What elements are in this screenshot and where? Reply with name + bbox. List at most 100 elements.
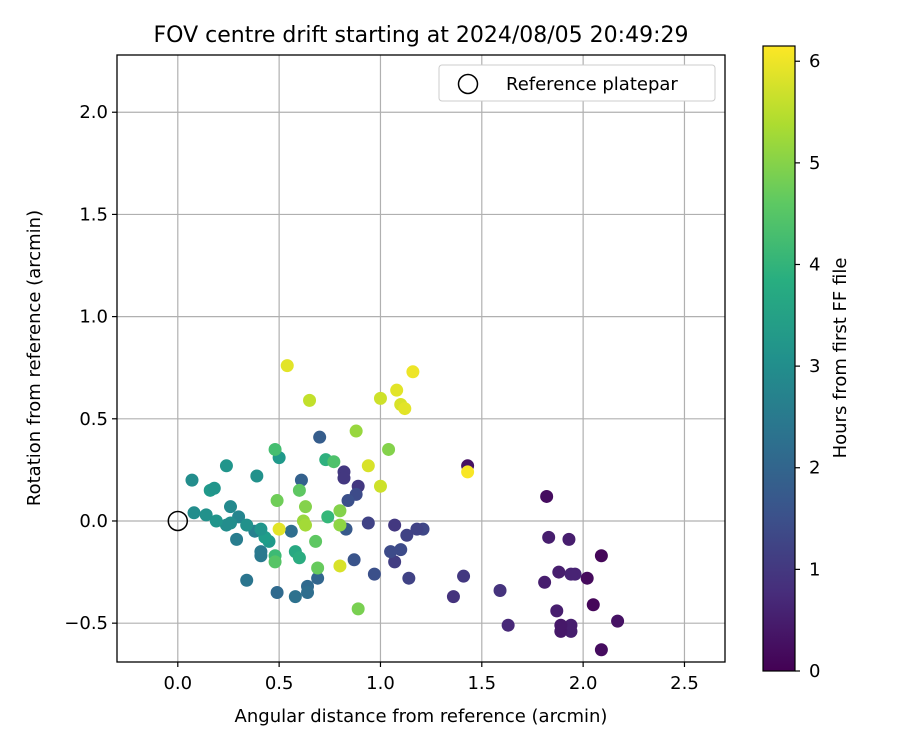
data-point — [564, 567, 578, 581]
data-point — [538, 575, 552, 589]
data-point — [270, 586, 284, 600]
y-tick-label: 2.0 — [79, 102, 108, 123]
data-point — [284, 524, 298, 538]
data-point — [219, 518, 233, 532]
data-point — [288, 590, 302, 604]
data-point — [254, 545, 268, 559]
data-point — [333, 559, 347, 573]
data-point — [540, 489, 554, 503]
data-point — [207, 481, 221, 495]
colorbar-ticks: 0 1 2 3 4 5 6 — [795, 51, 820, 682]
data-point — [552, 565, 566, 579]
legend-box — [438, 64, 716, 102]
data-point — [400, 528, 414, 542]
data-point — [240, 573, 254, 587]
data-point — [564, 618, 578, 632]
data-point — [187, 506, 201, 520]
data-point — [292, 483, 306, 497]
data-point — [303, 393, 317, 407]
x-tick-label: 0.0 — [163, 673, 192, 694]
grid — [117, 55, 725, 662]
colorbar: 0 1 2 3 4 5 6 Hours from first FF file — [762, 45, 851, 682]
data-point — [611, 614, 625, 628]
data-point — [351, 602, 365, 616]
data-point — [298, 500, 312, 514]
data-point — [301, 586, 315, 600]
data-point — [268, 555, 282, 569]
data-point — [501, 618, 515, 632]
data-point — [461, 465, 475, 479]
data-point — [199, 508, 213, 522]
x-tick-label: 2.5 — [670, 673, 699, 694]
data-point — [321, 510, 335, 524]
data-point — [586, 598, 600, 612]
x-tick-label: 0.5 — [265, 673, 294, 694]
y-axis-label: Rotation from reference (arcmin) — [24, 210, 45, 506]
x-tick-label: 2.0 — [569, 673, 598, 694]
data-point — [410, 522, 424, 536]
plot-frame — [116, 54, 726, 663]
data-point — [361, 459, 375, 473]
data-point — [361, 516, 375, 530]
y-tick-label: −0.5 — [64, 613, 108, 634]
x-tick-label: 1.5 — [467, 673, 496, 694]
data-point — [594, 643, 608, 657]
data-point — [311, 571, 325, 585]
reference-platepar-marker — [167, 510, 189, 532]
data-point — [398, 402, 412, 416]
data-point — [384, 545, 398, 559]
data-point — [382, 442, 396, 456]
data-point — [209, 514, 223, 528]
colorbar-tick-label: 3 — [809, 356, 820, 377]
data-point — [594, 549, 608, 563]
data-point — [388, 555, 402, 569]
x-axis-ticks: 0.0 0.5 1.0 1.5 2.0 2.5 — [163, 662, 699, 694]
data-point — [250, 469, 264, 483]
data-point — [292, 551, 306, 565]
y-axis-ticks: −0.5 0.0 0.5 1.0 1.5 2.0 — [64, 102, 117, 634]
data-point — [230, 532, 244, 546]
x-axis-label: Angular distance from reference (arcmin) — [235, 706, 608, 727]
colorbar-tick-label: 5 — [809, 153, 820, 174]
data-point — [349, 424, 363, 438]
data-point — [373, 391, 387, 405]
data-point — [562, 532, 576, 546]
y-tick-label: 1.5 — [79, 204, 108, 225]
colorbar-tick-label: 6 — [809, 51, 820, 72]
colorbar-tick-label: 2 — [809, 458, 820, 479]
data-point — [268, 442, 282, 456]
y-tick-label: 1.0 — [79, 307, 108, 328]
colorbar-tick-label: 4 — [809, 254, 820, 275]
data-point — [270, 494, 284, 508]
colorbar-tick-label: 1 — [809, 559, 820, 580]
legend-marker-open-circle — [457, 73, 479, 95]
y-tick-label: 0.5 — [79, 409, 108, 430]
data-point — [406, 365, 420, 379]
colorbar-gradient — [762, 45, 796, 672]
data-point — [280, 359, 294, 373]
data-point — [311, 561, 325, 575]
data-point — [542, 530, 556, 544]
colorbar-tick-label: 0 — [809, 661, 820, 682]
data-point — [580, 571, 594, 585]
data-point — [402, 571, 416, 585]
data-point — [309, 534, 323, 548]
data-point — [367, 567, 381, 581]
data-point — [493, 583, 507, 597]
data-point — [272, 522, 286, 536]
data-point — [333, 504, 347, 518]
data-point — [446, 590, 460, 604]
colorbar-label: Hours from first FF file — [830, 258, 851, 459]
data-point — [298, 518, 312, 532]
data-point — [185, 473, 199, 487]
y-tick-label: 0.0 — [79, 511, 108, 532]
data-point — [337, 471, 351, 485]
chart-title: FOV centre drift starting at 2024/08/05 … — [154, 23, 689, 48]
data-point — [223, 500, 237, 514]
data-point — [347, 553, 361, 567]
data-point — [294, 473, 308, 487]
data-point — [254, 522, 268, 536]
data-point — [219, 459, 233, 473]
data-point — [390, 383, 404, 397]
